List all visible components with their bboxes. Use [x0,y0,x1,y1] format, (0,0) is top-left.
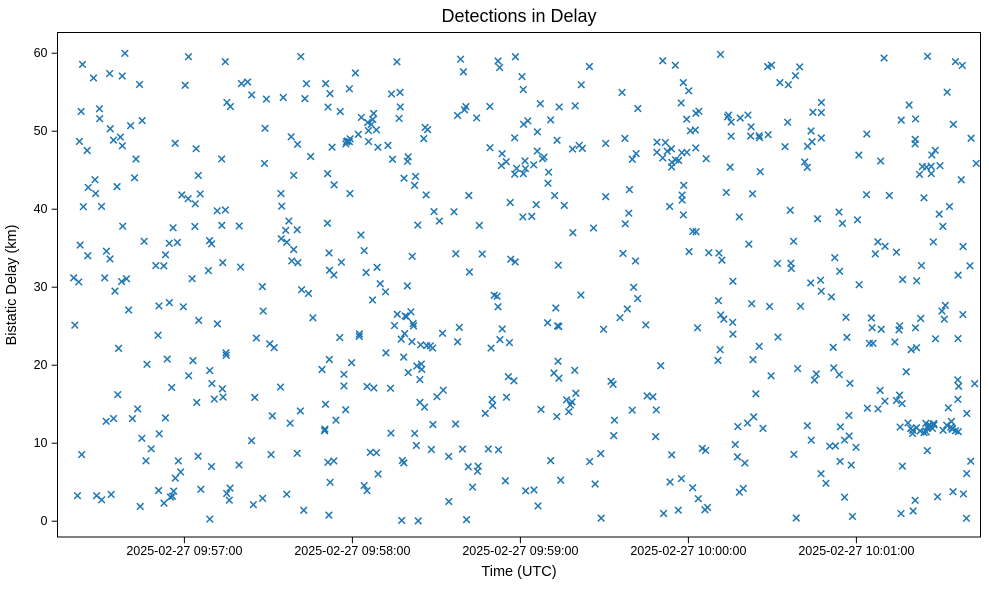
svg-text:60: 60 [34,46,48,60]
svg-text:2025-02-27 09:59:00: 2025-02-27 09:59:00 [462,544,578,558]
svg-text:0: 0 [41,514,48,528]
svg-text:40: 40 [34,202,48,216]
svg-text:20: 20 [34,358,48,372]
svg-text:2025-02-27 09:58:00: 2025-02-27 09:58:00 [294,544,410,558]
svg-text:30: 30 [34,280,48,294]
svg-text:2025-02-27 10:01:00: 2025-02-27 10:01:00 [798,544,914,558]
svg-text:2025-02-27 09:57:00: 2025-02-27 09:57:00 [126,544,242,558]
svg-text:Time (UTC): Time (UTC) [481,564,556,580]
svg-text:50: 50 [34,124,48,138]
svg-text:Detections in Delay: Detections in Delay [441,6,596,26]
svg-text:2025-02-27 10:00:00: 2025-02-27 10:00:00 [630,544,746,558]
svg-text:Bistatic Delay (km): Bistatic Delay (km) [4,225,20,346]
svg-text:10: 10 [34,436,48,450]
